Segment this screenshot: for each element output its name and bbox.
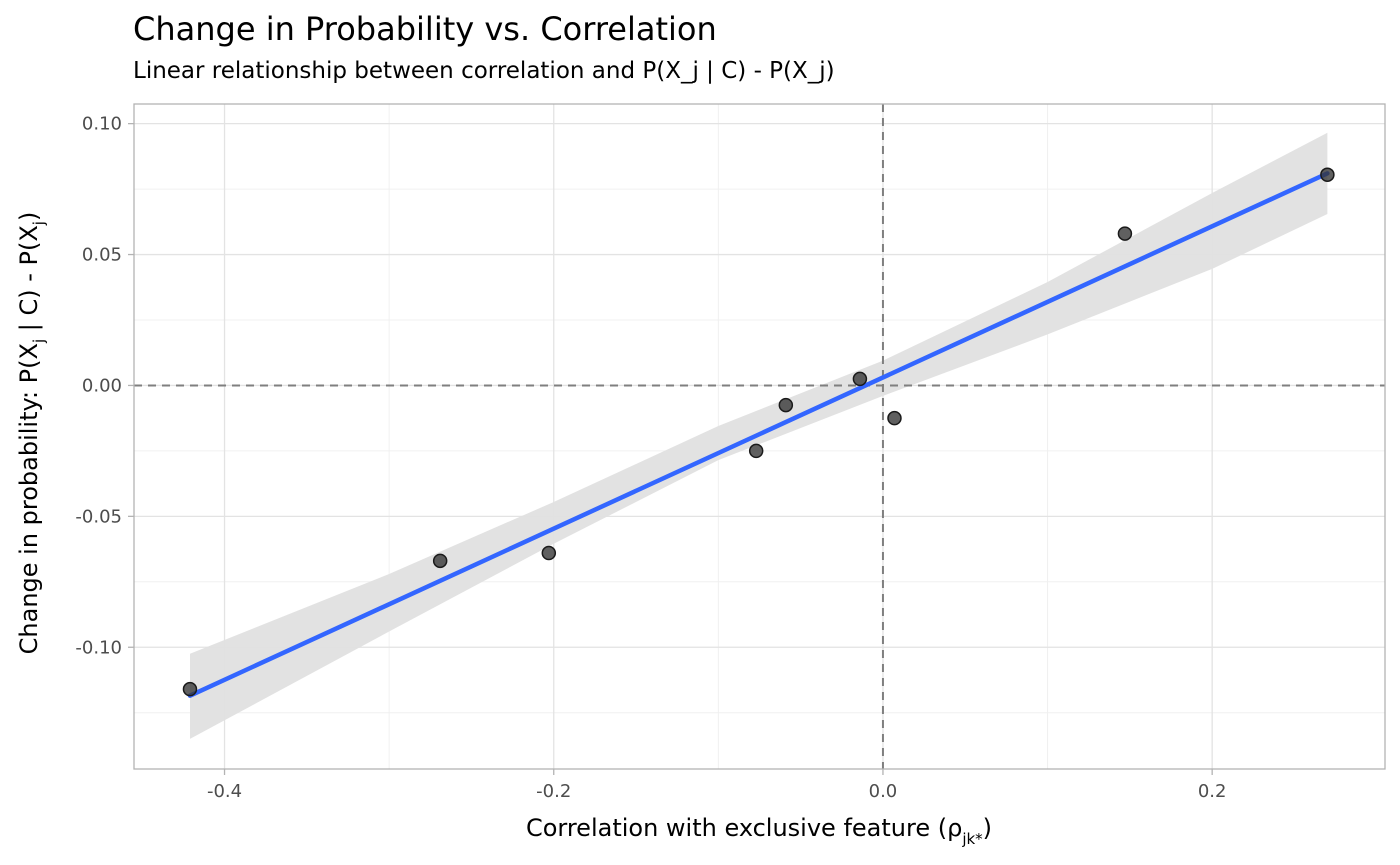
y-tick-label: -0.05 [75,506,122,527]
y-axis-title: Change in probability: P(Xj | C) - P(Xj) [15,212,48,655]
chart-subtitle: Linear relationship between correlation … [133,58,835,84]
data-point [541,545,557,561]
reference-lines [134,104,1385,769]
y-tick-label: 0.10 [82,114,122,135]
tick-labels: -0.4 -0.2 0.0 0.2 -0.10 -0.05 0.00 0.05 0.10 [75,114,1226,802]
chart-title: Change in Probability vs. Correlation [133,10,717,48]
x-tick-label: -0.2 [536,781,571,802]
data-point [432,553,448,569]
panel-border [133,103,1386,770]
data-point [1117,226,1133,241]
regression-line [187,171,1330,698]
data-point [778,397,794,413]
x-tick-label: 0.0 [869,781,898,802]
x-tick-label: -0.4 [207,781,242,802]
x-axis-title: Correlation with exclusive feature (ρjk*… [526,814,992,848]
data-point [887,410,902,426]
plot-panel-border [133,103,1386,770]
data-point [1320,167,1335,182]
data-point [852,371,868,387]
x-tick-label: 0.2 [1198,781,1227,802]
data-points [182,167,1335,697]
y-tick-label: -0.10 [75,637,122,658]
y-tick-label: 0.00 [82,375,122,396]
data-point [182,681,198,697]
data-point [748,443,764,459]
y-tick-label: 0.05 [82,245,122,266]
fit-line-group [187,171,1330,698]
